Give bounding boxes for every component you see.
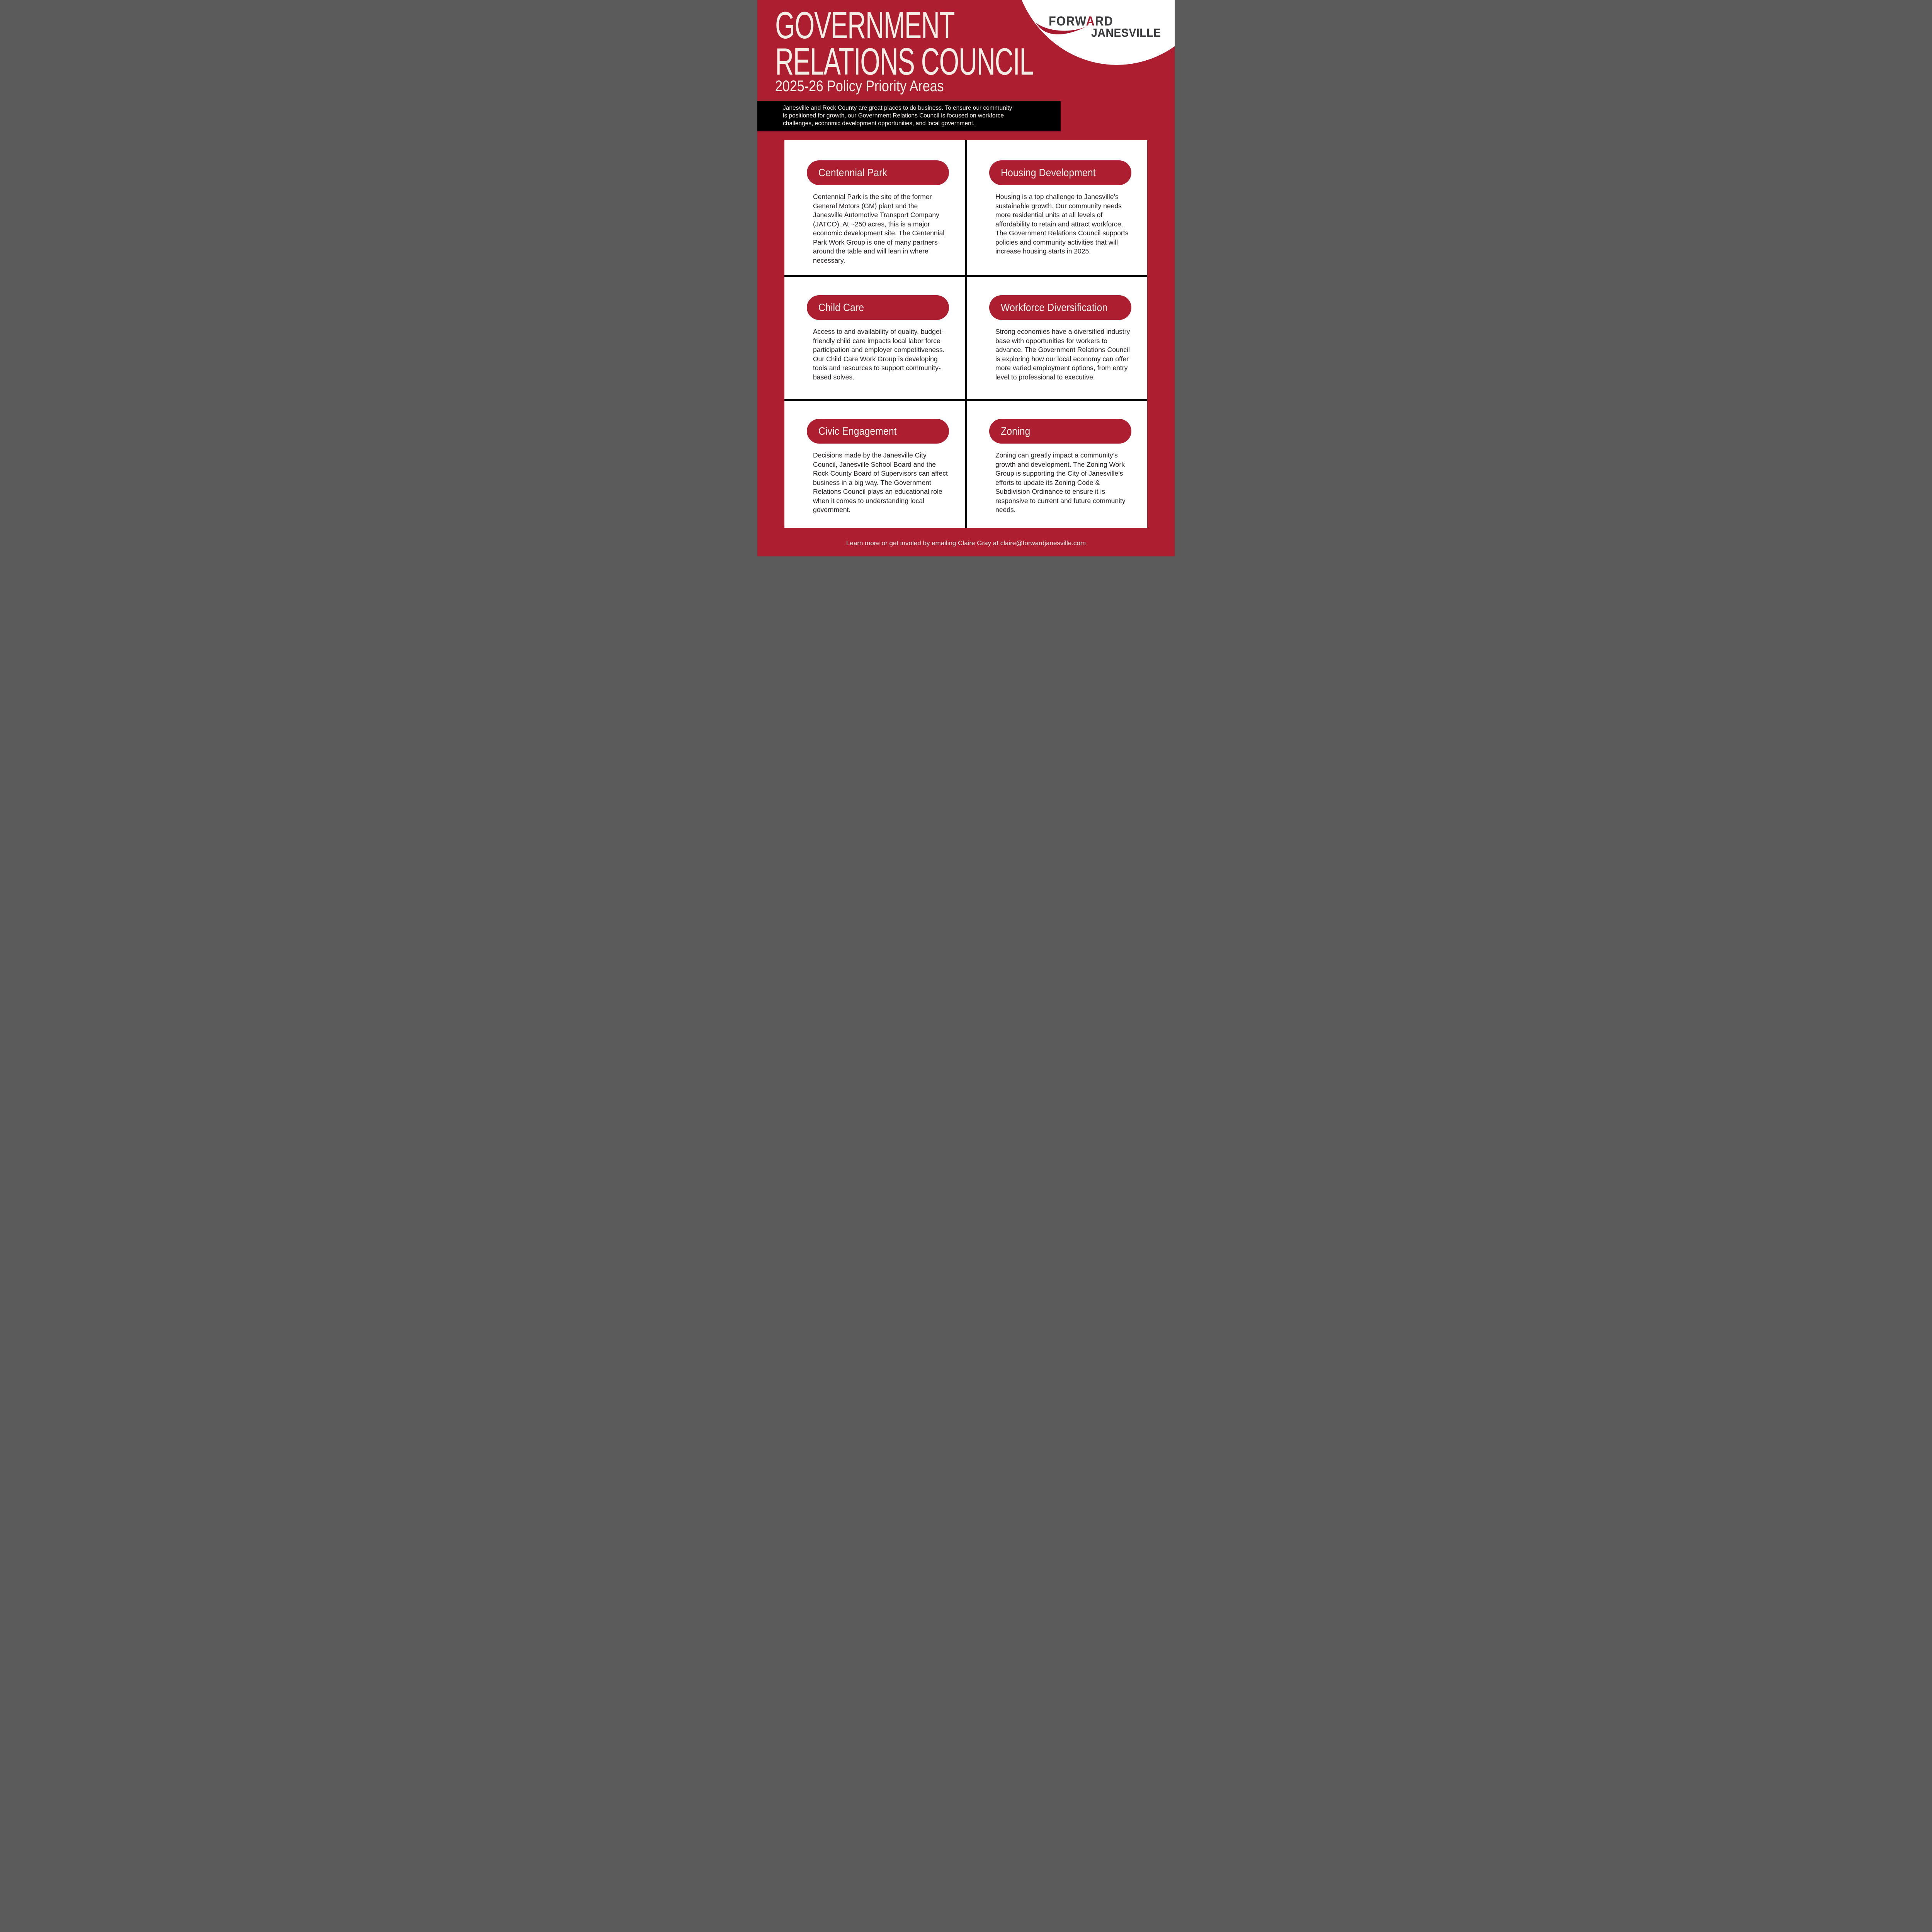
card-body: Strong economies have a diversified indu… — [995, 328, 1130, 381]
intro-line-1: Janesville and Rock County are great pla… — [783, 105, 1012, 111]
grid-divider-horizontal-2 — [784, 399, 1147, 401]
card-child-care: Child Care Access to and availability of… — [807, 295, 949, 382]
logo-forward-text: FORWARD — [1049, 14, 1113, 29]
card-centennial-park: Centennial Park Centennial Park is the s… — [807, 160, 949, 265]
flyer-page: FORWARD JANESVILLE GOVERNMENT RELATIONS … — [757, 0, 1175, 556]
logo-a-accent: A — [1086, 14, 1095, 29]
grid-divider-horizontal-1 — [784, 275, 1147, 277]
intro-banner: Janesville and Rock County are great pla… — [757, 101, 1061, 131]
page-title: GOVERNMENT RELATIONS COUNCIL — [775, 4, 1034, 83]
card-title-pill: Zoning — [989, 419, 1131, 444]
card-workforce-diversification: Workforce Diversification Strong economi… — [989, 295, 1131, 382]
card-title-pill: Housing Development — [989, 160, 1131, 185]
card-title: Centennial Park — [818, 167, 887, 179]
logo-forward-post: RD — [1095, 14, 1113, 29]
card-zoning: Zoning Zoning can greatly impact a commu… — [989, 419, 1131, 515]
logo-forward-pre: FORW — [1049, 14, 1086, 29]
card-housing-development: Housing Development Housing is a top cha… — [989, 160, 1131, 256]
intro-line-3: challenges, economic development opportu… — [783, 120, 975, 127]
footer-note: Learn more or get involed by emailing Cl… — [846, 539, 1086, 547]
card-title: Civic Engagement — [818, 425, 897, 437]
content-panel: Centennial Park Centennial Park is the s… — [784, 140, 1147, 528]
title-line-1: GOVERNMENT — [775, 4, 955, 46]
card-title-pill: Centennial Park — [807, 160, 949, 185]
logo-janesville-text: JANESVILLE — [1091, 26, 1161, 39]
card-title-pill: Workforce Diversification — [989, 295, 1131, 320]
card-title: Workforce Diversification — [1001, 301, 1108, 313]
grid-divider-vertical — [965, 140, 967, 528]
card-body: Zoning can greatly impact a community’s … — [995, 451, 1126, 514]
card-body: Housing is a top challenge to Janesville… — [995, 193, 1129, 255]
logo-swoosh-icon — [1036, 23, 1088, 34]
page-subtitle: 2025-26 Policy Priority Areas — [775, 78, 944, 95]
card-body: Decisions made by the Janesville City Co… — [813, 451, 948, 514]
forward-janesville-logo: FORWARD JANESVILLE — [757, 0, 1175, 70]
card-title-pill: Child Care — [807, 295, 949, 320]
card-body: Centennial Park is the site of the forme… — [813, 193, 945, 264]
title-line-2: RELATIONS COUNCIL — [775, 40, 1034, 83]
card-body: Access to and availability of quality, b… — [813, 328, 945, 381]
intro-line-2: is positioned for growth, our Government… — [783, 112, 1004, 119]
card-title: Child Care — [818, 301, 864, 313]
card-title-pill: Civic Engagement — [807, 419, 949, 444]
card-civic-engagement: Civic Engagement Decisions made by the J… — [807, 419, 949, 515]
card-title: Zoning — [1001, 425, 1031, 437]
card-title: Housing Development — [1001, 167, 1096, 179]
